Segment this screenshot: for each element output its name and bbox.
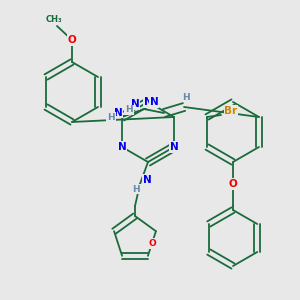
- Text: N: N: [169, 142, 178, 152]
- Text: O: O: [229, 179, 237, 189]
- Text: H: H: [182, 92, 190, 101]
- Text: N: N: [150, 97, 158, 107]
- Text: N: N: [142, 175, 152, 185]
- Text: CH₃: CH₃: [46, 16, 62, 25]
- Text: H: H: [132, 184, 140, 194]
- Text: Br: Br: [224, 106, 238, 116]
- Text: N: N: [144, 97, 152, 107]
- Text: N: N: [114, 107, 122, 118]
- Text: O: O: [68, 35, 76, 45]
- Text: N: N: [118, 142, 126, 152]
- Text: H: H: [107, 113, 115, 122]
- Text: O: O: [148, 239, 156, 248]
- Text: N: N: [130, 99, 140, 109]
- Text: H: H: [125, 106, 133, 115]
